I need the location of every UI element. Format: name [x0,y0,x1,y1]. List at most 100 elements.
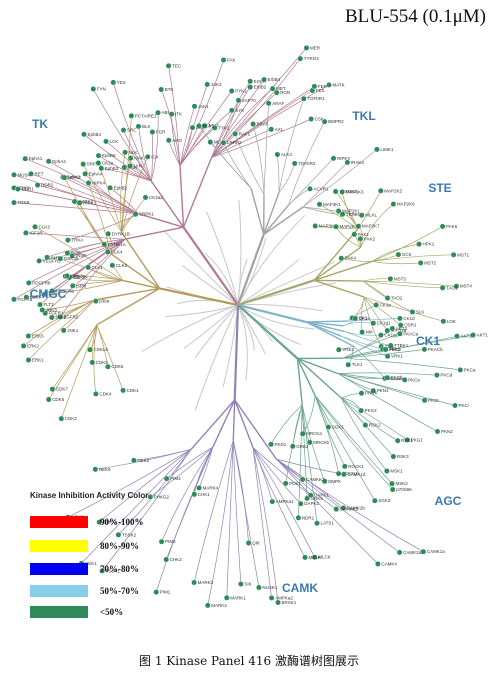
kinase-label-epha2: EphA2 [67,175,81,180]
kinase-node-ddr2 [34,182,41,189]
kinase-node-pkch [384,374,391,381]
kinase-label-epha1: EphA1 [29,156,43,161]
cmgc-leaf-branch [34,226,123,281]
agc-leaf-branch [341,397,408,441]
kinase-label-mst1: MST1 [457,252,469,257]
kinase-node-pkd1 [268,441,274,448]
kinase-node-tssk1 [99,568,106,574]
tk-leaf-branch [211,86,315,158]
camk-leaf-branch [252,447,316,558]
kinase-node-pak1 [351,231,358,238]
kinase-node-chk1 [191,491,198,498]
camk-leaf-branch [226,440,234,598]
kinase-label-pim1: PIM1 [160,590,171,595]
leaf-layer: FGFR1FGFR2FGFR3FLT3KITPDGFRaPDGFRbCSF1RV… [11,45,488,609]
tk-leaf-branch [211,84,330,158]
kinase-node-csk [308,116,314,122]
kinase-node-pkn1 [370,387,377,394]
kinase-label-map2k1: MAP2K1 [342,209,360,214]
kinase-label-pdgfrb: PDGFRb [32,280,51,285]
kinase-label-pkch: PKCh [391,375,403,380]
kinase-node-cdk1 [120,387,127,394]
kinase-node-ck1g2 [377,332,384,338]
kinase-node-ck1d [396,315,403,322]
kinase-node-ttbk1 [387,342,394,349]
kinase-label-fgfr1: FGFR1 [49,311,64,316]
kinase-label-ephb3: EphB3 [105,166,119,171]
kinase-label-erk5: ERK5 [32,334,44,339]
kinase-node-erk2 [20,342,27,349]
kinase-label-ck1d: CK1d [403,316,415,321]
tk-leaf-branch [44,238,126,314]
kinase-node-gck [395,251,402,258]
kinase-label-cdk5: CDK5 [52,397,65,402]
legend-label: 80%-90% [100,541,139,551]
kinase-label-camkk1: CAMKK1 [340,507,359,512]
kinase-node-cdk2 [58,415,65,422]
kinase-node-vegfr2 [36,257,42,264]
ck1-branch [305,320,348,323]
kinase-node-erbb4 [261,76,267,83]
kinase-node-sgk1 [325,424,332,430]
kinase-node-map2k1 [335,208,342,214]
cmgc-leaf-branch [52,324,98,390]
kinase-node-lck [103,138,109,145]
tk-leaf-branch [59,238,126,318]
kinase-label-camk4: CAMK4 [381,561,397,566]
kinase-node-melk [302,554,308,561]
kinase-node-ephb2 [107,184,114,191]
kinase-node-mlkl [358,212,365,219]
kinase-label-camk2a: CAMK2a [403,550,422,555]
kinase-node-limk1 [373,146,380,153]
kinase-label-camk1a: CAMK1a [427,549,446,554]
kinase-node-raf1 [232,130,239,137]
kinase-node-cdk5 [45,396,52,403]
kinase-label-hipk4: HIPK4 [92,181,106,186]
other-branch [206,211,239,306]
camk-branch [232,399,236,441]
cmgc-leaf-branch [120,152,126,233]
kinase-node-ephb4 [81,131,87,138]
kinase-node-chk2 [163,556,170,563]
kinase-node-pctaire1 [128,112,135,119]
tk-leaf-branch [211,58,301,158]
kinase-node-ck1a [373,302,379,308]
tk-leaf-branch [211,81,251,158]
kinase-label-zap70: ZAP70 [242,98,256,103]
kinase-label-rock1: ROCK1 [348,464,364,469]
other-branch [165,304,239,317]
agc-leaf-branch [314,395,339,474]
kinase-label-alk4: ALK4 [281,152,293,157]
tk-leaf-branch [28,238,126,284]
kinase-label-jnk2: JNK2 [55,315,67,320]
kinase-label-cdk9: CDK9 [96,360,109,365]
kinase-label-akt2: AKT2 [461,334,473,339]
agc-leaf-branch [301,404,308,499]
tk-leaf-branch [84,173,140,215]
kinase-node-msk2 [389,480,395,487]
kinase-node-nik [359,329,365,335]
kinase-node-arg [165,137,172,144]
cmgc-branch [121,231,161,289]
kinase-label-fgfr2: FGFR2 [64,314,79,319]
other-branch [164,231,239,306]
kinase-label-sgk1: SGK1 [332,425,345,430]
tkl-leaf-branch [252,123,265,195]
cmgc-leaf-branch [60,324,98,419]
cmgc-leaf-branch [121,156,149,233]
kinase-node-camkk1 [333,506,340,512]
kinase-label-limk1: LIMK1 [380,147,394,152]
ste-leaf-branch [319,203,359,230]
camk-leaf-branch [193,440,234,583]
kinase-node-pkn2 [434,428,441,435]
kinase-node-cdk9 [89,359,96,366]
camk-branch [190,399,236,450]
kinase-node-zap70 [235,97,242,104]
legend-swatch [30,606,88,618]
kinase-label-ck1a: CK1a [380,303,392,308]
agc-leaf-branch [343,333,401,359]
tkl-leaf-branch [278,163,296,193]
tkl-leaf-branch [263,103,270,195]
tk-branch [179,165,185,228]
